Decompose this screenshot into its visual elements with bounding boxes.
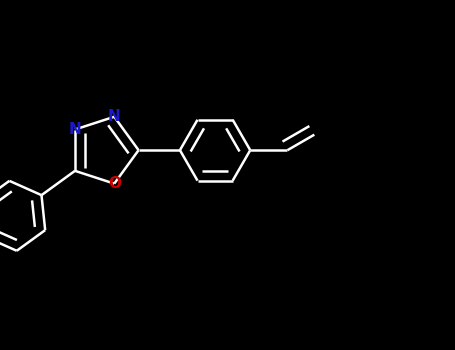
- Text: N: N: [108, 109, 121, 124]
- Text: O: O: [108, 176, 121, 191]
- Text: N: N: [69, 122, 81, 137]
